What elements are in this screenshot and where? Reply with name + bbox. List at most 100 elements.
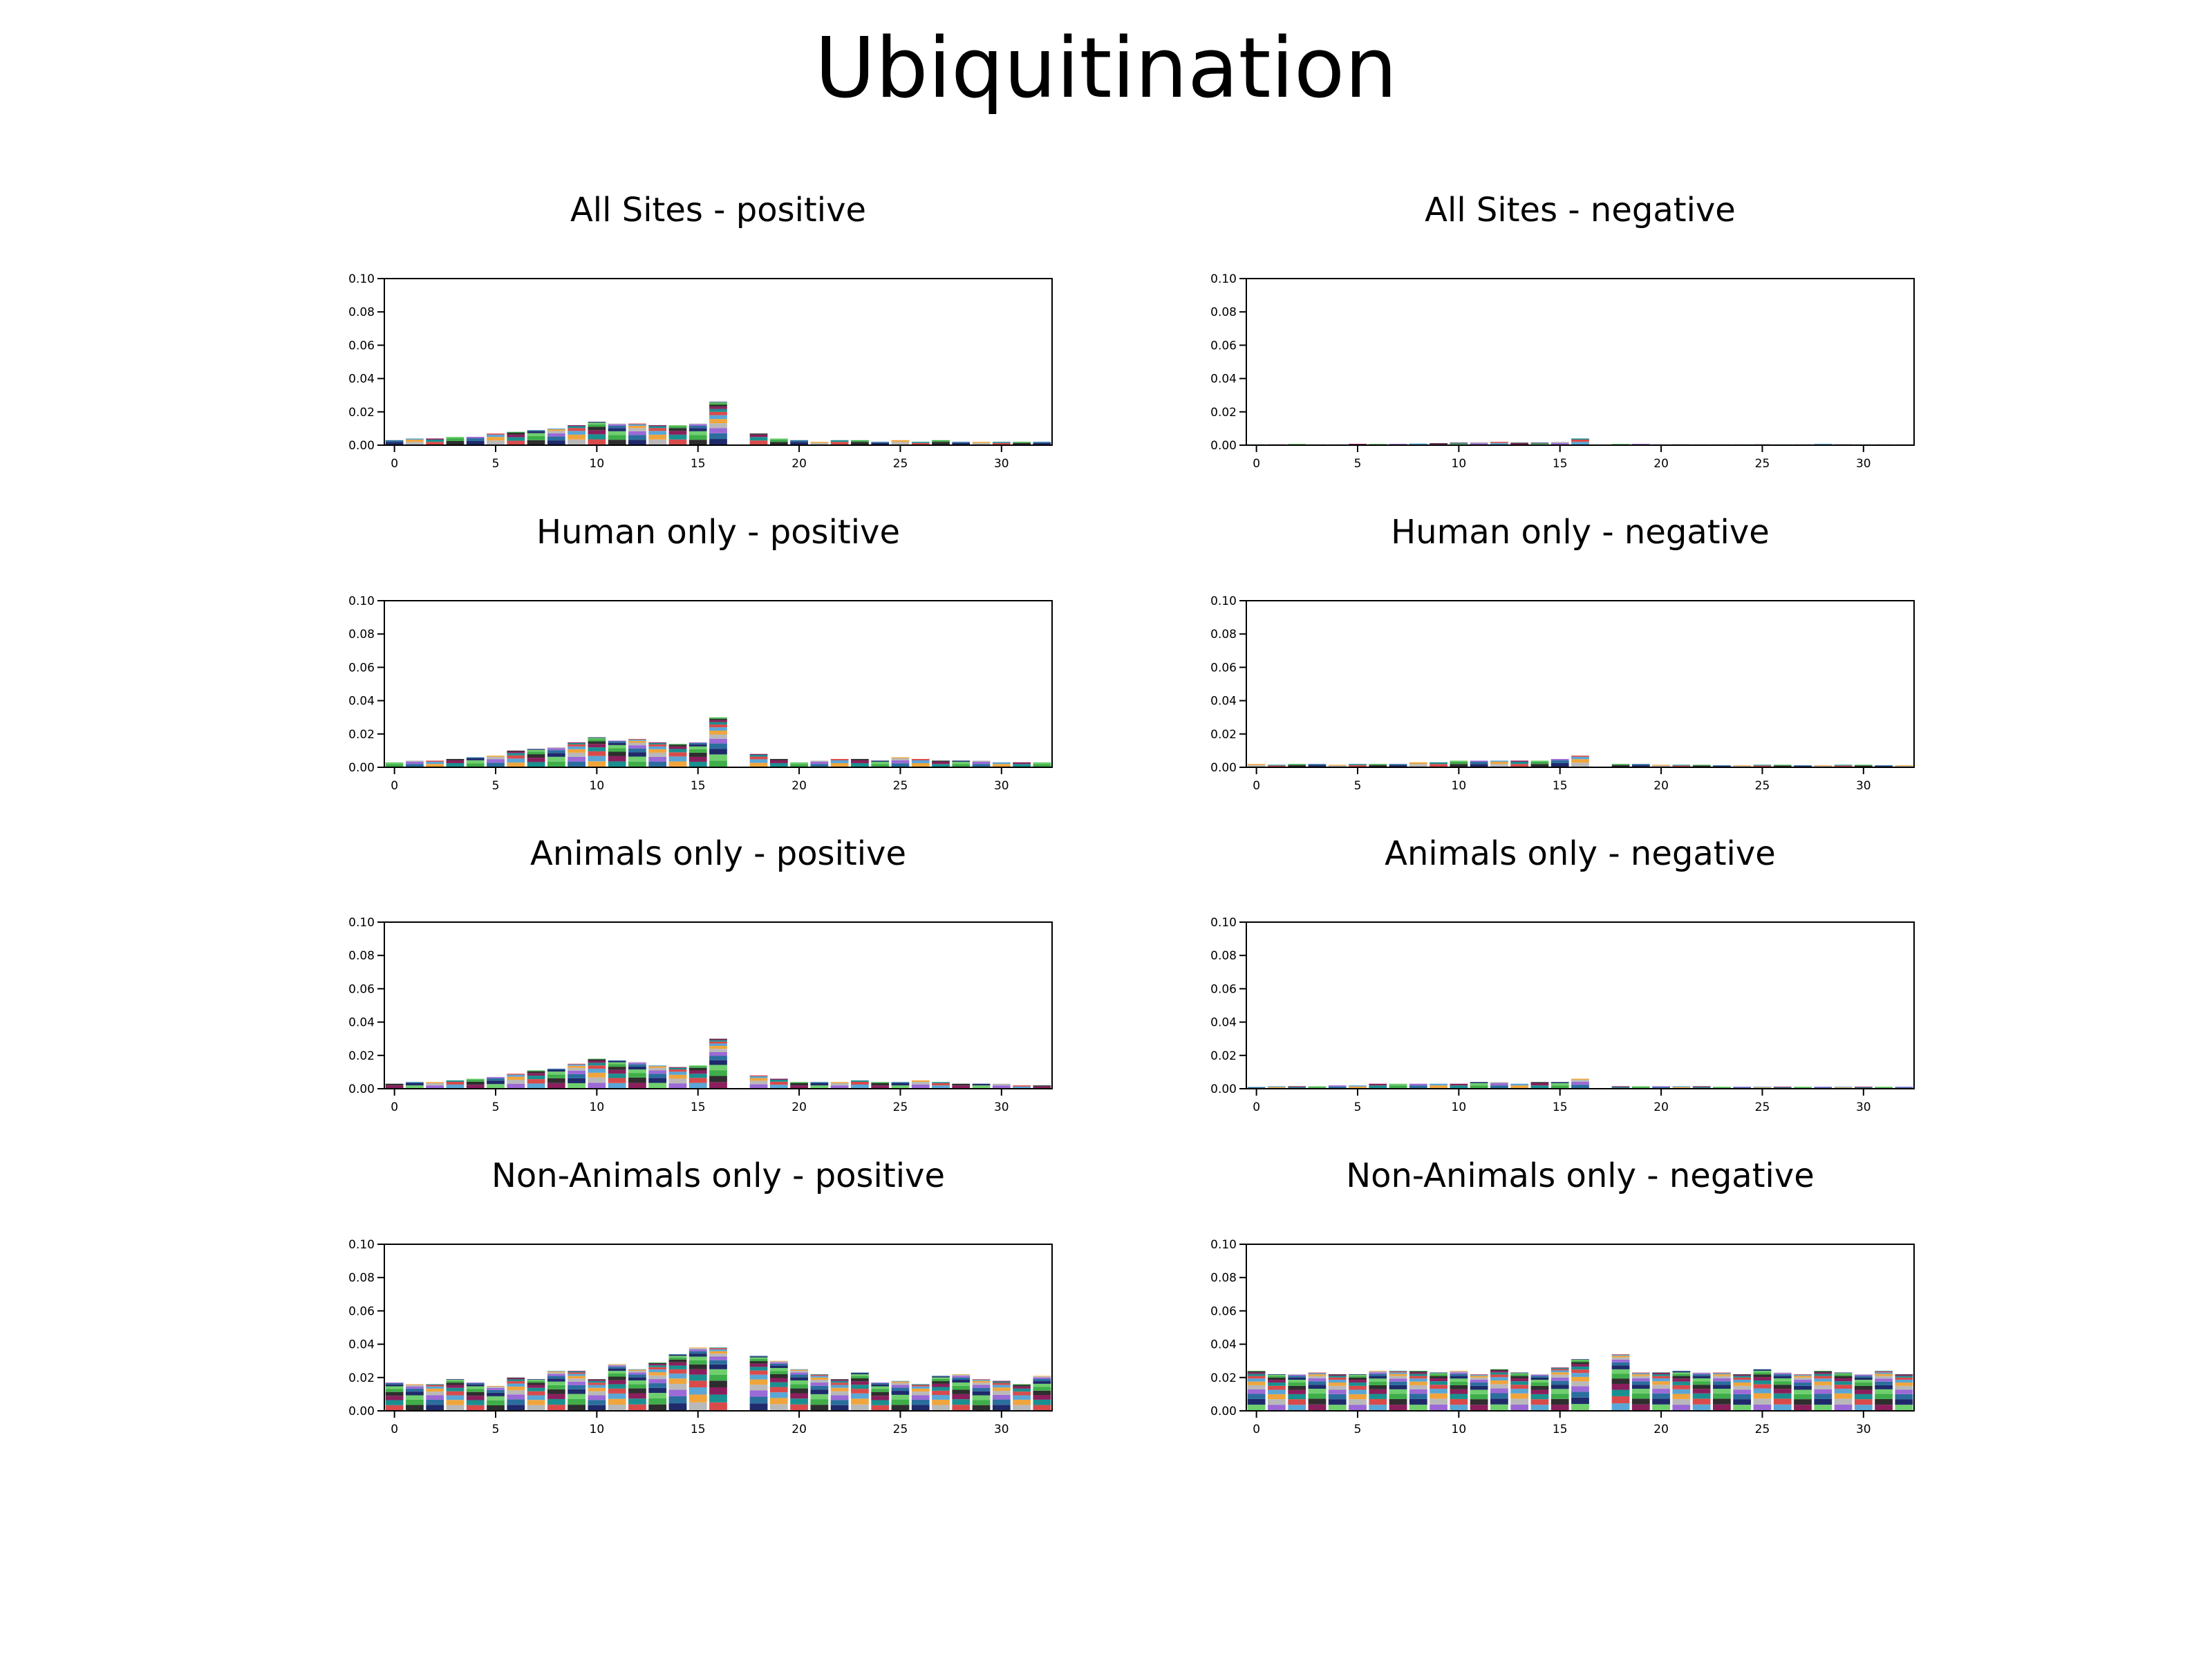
bar	[1349, 1374, 1367, 1411]
bar-segment	[608, 1060, 626, 1061]
bar-segment	[588, 430, 606, 435]
bar-segment	[1611, 1362, 1630, 1366]
bar-segment	[1692, 1385, 1711, 1389]
bar	[1470, 442, 1488, 445]
bar	[1308, 1086, 1327, 1089]
bar-segment	[790, 1372, 808, 1375]
x-tick-label: 20	[1653, 457, 1669, 471]
bar-segment	[1895, 1394, 1913, 1400]
bar-segment	[1013, 764, 1031, 767]
bar-segment	[527, 1379, 545, 1380]
bar-segment	[1631, 1086, 1650, 1087]
bar-segment	[932, 1390, 950, 1395]
bar-segment	[1470, 760, 1488, 762]
bar-segment	[769, 1360, 788, 1362]
bar	[547, 747, 565, 767]
bar-segment	[810, 1085, 829, 1089]
bar-segment	[749, 433, 768, 435]
y-tick-label: 0.08	[1210, 1271, 1237, 1285]
bar-segment	[1530, 760, 1549, 762]
bar-segment	[1510, 1404, 1529, 1411]
bar-segment	[1430, 1372, 1447, 1374]
bar-segment	[749, 1370, 768, 1375]
bar-segment	[1470, 761, 1488, 765]
bar-segment	[1713, 1393, 1731, 1399]
bar-segment	[911, 442, 930, 443]
bar-segment	[1247, 1371, 1266, 1373]
bar	[709, 717, 727, 767]
bar-segment	[952, 1385, 971, 1390]
bar-segment	[1033, 1378, 1051, 1382]
bar-segment	[547, 1385, 565, 1389]
bar-segment	[1033, 1387, 1051, 1391]
bar-segment	[446, 1387, 465, 1391]
bar-segment	[1814, 1381, 1833, 1385]
bar-segment	[911, 758, 930, 760]
bar-segment	[527, 762, 545, 767]
bar-segment	[648, 1362, 667, 1365]
panel-5: Animals only - positive0.000.020.040.060…	[348, 834, 1053, 1114]
bar-segment	[1450, 442, 1468, 444]
bar-segment	[628, 1404, 646, 1411]
bar-segment	[709, 1060, 727, 1065]
bar	[1550, 758, 1569, 767]
bar-segment	[709, 1387, 727, 1395]
bar-segment	[1773, 1374, 1792, 1376]
bar-segment	[1571, 1376, 1589, 1382]
bar-segment	[1794, 1405, 1812, 1411]
bar-segment	[1430, 443, 1447, 444]
bar-segment	[709, 404, 727, 407]
bar-segment	[790, 1082, 808, 1083]
bar-segment	[1430, 1393, 1447, 1399]
bar	[648, 1065, 667, 1089]
bar-segment	[507, 1379, 525, 1382]
bar-segment	[709, 1364, 727, 1369]
bar-segment	[1814, 1385, 1833, 1389]
bar-segment	[487, 1387, 505, 1390]
bar-segment	[487, 1400, 505, 1405]
bar-segment	[749, 1403, 768, 1411]
bar-segment	[709, 1380, 727, 1387]
bar-segment	[1692, 1376, 1711, 1378]
bar-segment	[628, 742, 646, 746]
bar-segment	[688, 1369, 707, 1375]
panel-4: Human only - negative0.000.020.040.060.0…	[1210, 513, 1915, 793]
bar-segment	[1033, 442, 1051, 445]
bar-segment	[648, 1364, 667, 1366]
bar-segment	[688, 1380, 707, 1387]
bar-segment	[547, 429, 565, 431]
bar	[932, 1376, 950, 1411]
bar-segment	[568, 439, 585, 445]
bar	[648, 1362, 667, 1411]
bar-segment	[709, 727, 727, 731]
x-tick-label: 0	[391, 1423, 398, 1436]
bar-segment	[1268, 1086, 1286, 1087]
bar-segment	[1834, 1385, 1853, 1389]
bar-segment	[1013, 1395, 1031, 1400]
bar-segment	[608, 1380, 626, 1385]
bar-segment	[1794, 1380, 1812, 1383]
bar-segment	[932, 1394, 950, 1400]
y-tick-label: 0.06	[1210, 661, 1237, 675]
bar-segment	[1349, 764, 1367, 765]
bar-segment	[588, 741, 606, 744]
bar-segment	[749, 1076, 768, 1078]
bar-segment	[688, 1356, 707, 1360]
bar-segment	[1854, 765, 1873, 767]
bar-segment	[709, 1040, 727, 1042]
bar	[1733, 1374, 1752, 1411]
bar-segment	[810, 1377, 829, 1380]
bar	[527, 749, 545, 767]
bar-segment	[1510, 1085, 1529, 1089]
bar-segment	[406, 1399, 424, 1405]
bar-segment	[1834, 1404, 1853, 1411]
x-tick-label: 25	[1755, 1423, 1770, 1436]
bar-segment	[1369, 1085, 1387, 1089]
bar-segment	[688, 1349, 707, 1351]
bar-segment	[568, 1074, 585, 1078]
bar-segment	[547, 1069, 565, 1072]
bars	[385, 1038, 1051, 1089]
bar-segment	[1875, 1376, 1893, 1379]
bar-segment	[769, 439, 788, 442]
bar-segment	[1834, 1373, 1853, 1375]
